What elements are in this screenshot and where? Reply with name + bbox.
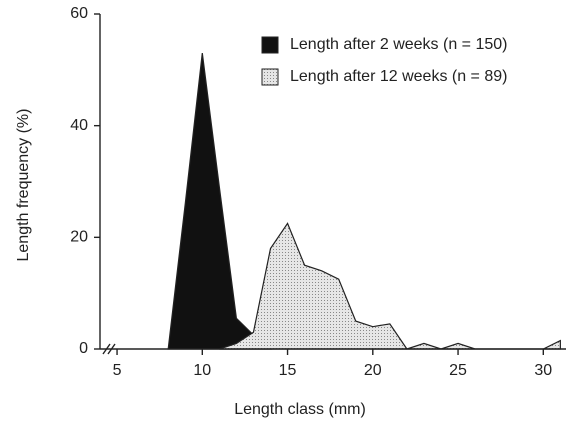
y-tick-label: 20: [70, 229, 88, 246]
legend-label: Length after 12 weeks (n = 89): [290, 68, 507, 85]
x-tick-label: 10: [193, 362, 211, 379]
legend-label: Length after 2 weeks (n = 150): [290, 36, 507, 53]
x-tick-label: 15: [279, 362, 297, 379]
y-axis-label: Length frequency (%): [15, 109, 32, 262]
legend-swatch: [261, 36, 279, 54]
area: [167, 53, 273, 350]
y-tick-label: 0: [79, 340, 88, 357]
x-axis-label: Length class (mm): [234, 401, 366, 418]
x-tick-label: 30: [534, 362, 552, 379]
x-tick-label: 5: [113, 362, 122, 379]
x-tick-label: 20: [364, 362, 382, 379]
y-tick-label: 60: [70, 5, 88, 22]
area: [219, 222, 561, 350]
legend-swatch: [261, 68, 279, 86]
x-tick-label: 25: [449, 362, 467, 379]
axis-break: [102, 343, 116, 355]
y-tick-label: 40: [70, 117, 88, 134]
